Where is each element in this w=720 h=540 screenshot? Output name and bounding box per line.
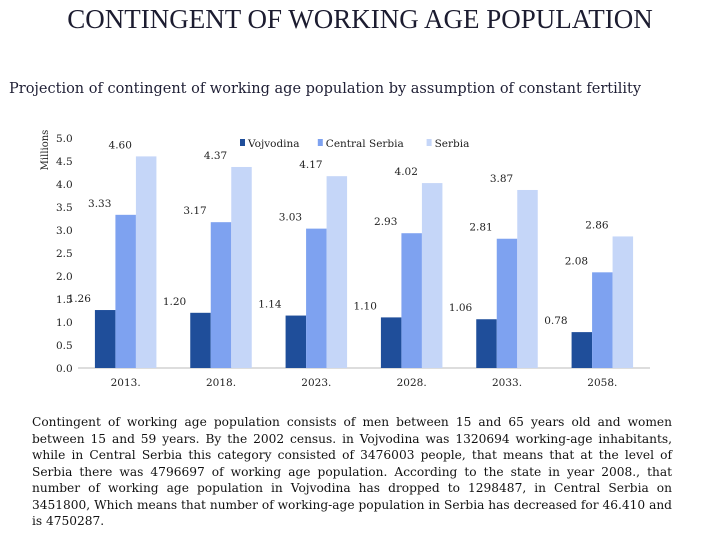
y-tick-label: 0.0 [56,363,73,375]
data-label: 3.87 [490,173,513,185]
data-label: 1.26 [68,293,92,305]
data-label: 4.37 [204,150,227,162]
legend-swatch [240,139,245,146]
bar-vojvodina [380,317,402,368]
legend-swatch [317,139,323,146]
y-tick-label: 2.5 [56,248,73,260]
legend-label: Serbia [435,138,470,150]
bar-central-serbia [115,214,136,368]
x-tick-label: 2023. [301,377,331,389]
y-tick-label: 4.0 [56,179,73,191]
data-label: 2.86 [585,219,609,231]
bar-vojvodina [94,310,116,368]
data-label: 4.60 [109,139,132,151]
x-tick-label: 2013. [111,377,141,389]
bar-vojvodina [190,312,211,368]
bar-serbia [612,236,634,368]
description-text: Contingent of working age population con… [32,415,672,528]
x-tick-label: 2028. [397,377,427,389]
bar-central-serbia [306,228,327,368]
data-label: 2.93 [374,216,397,228]
bar-central-serbia [401,233,422,368]
y-tick-label: 1.0 [56,317,73,329]
bar-serbia [231,166,252,368]
bar-serbia [517,189,538,368]
data-label: 1.20 [163,296,186,308]
y-tick-label: 3.5 [56,202,73,214]
x-tick-label: 2033. [492,377,522,389]
data-label: 0.78 [544,315,567,327]
bar-central-serbia [592,272,613,368]
y-tick-label: 1.5 [56,294,73,306]
y-tick-label: 0.5 [56,340,73,352]
y-tick-label: 3.0 [56,225,73,237]
bar-vojvodina [285,315,307,368]
data-label: 2.08 [565,255,588,267]
data-label: 3.03 [279,212,302,224]
legend-label: Vojvodina [247,138,300,150]
y-tick-label: 5.0 [56,133,73,145]
page-title: CONTINGENT OF WORKING AGE POPULATION [67,4,653,34]
data-label: 1.10 [354,300,377,312]
data-label: 3.17 [183,205,206,217]
bar-serbia [421,183,443,368]
bar-vojvodina [476,319,497,368]
x-tick-label: 2058. [587,377,617,389]
bar-serbia [135,156,157,368]
y-tick-label: 4.5 [56,156,73,168]
chart-subtitle: Projection of contingent of working age … [9,81,642,97]
bar-central-serbia [496,238,518,368]
data-label: 3.33 [88,198,111,210]
bar-serbia [326,176,348,368]
data-label: 4.02 [395,166,418,178]
data-label: 4.17 [299,159,322,171]
data-label: 1.14 [258,299,282,311]
x-tick-label: 2018. [206,377,236,389]
y-axis-label: Millions [40,130,51,171]
legend-label: Central Serbia [326,138,404,150]
bar-central-serbia [210,222,232,368]
bar-chart: Millions Vojvodina Central Serbia Serbia 0… [40,130,650,389]
data-label: 2.81 [469,222,492,234]
bar-vojvodina [571,332,593,368]
legend-swatch [426,139,432,146]
data-label: 1.06 [449,302,473,314]
y-tick-label: 2.0 [56,271,73,283]
chart-legend: Vojvodina Central Serbia Serbia [240,138,469,150]
